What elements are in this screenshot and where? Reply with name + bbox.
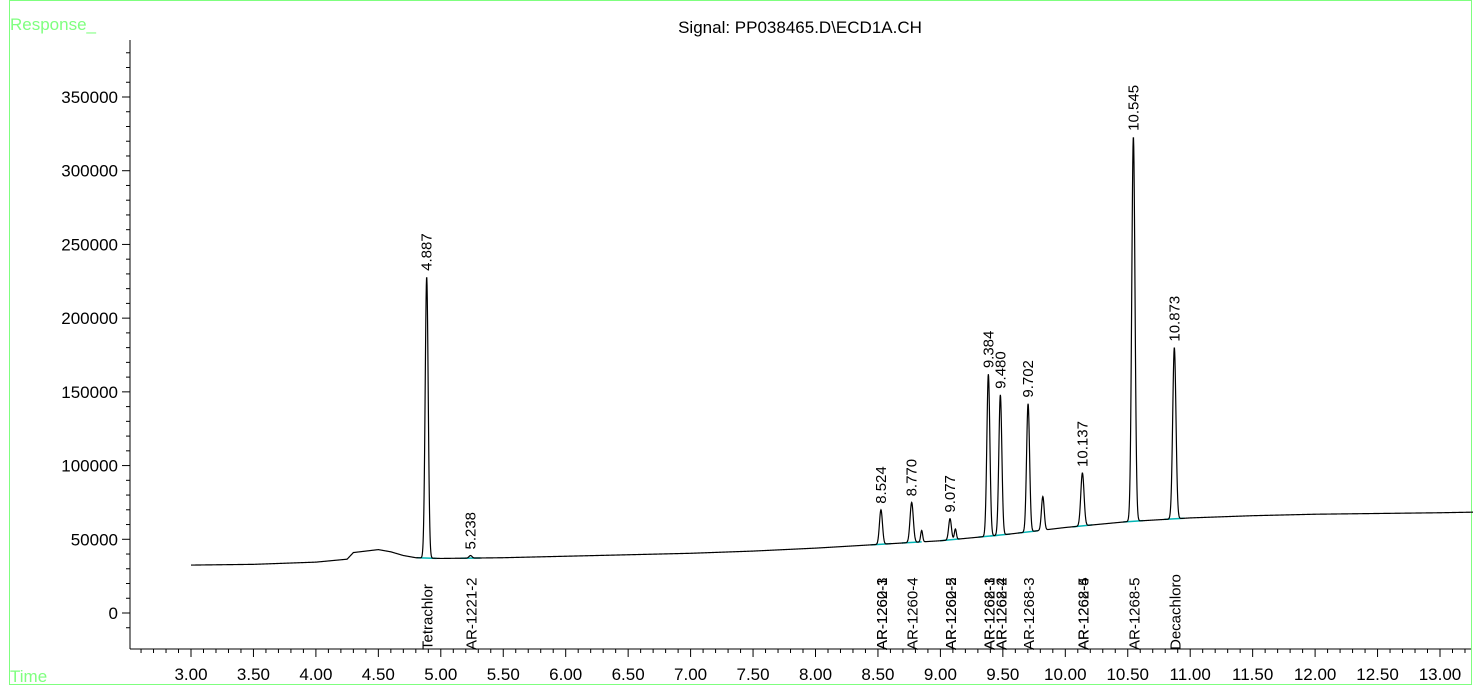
x-tick-label: 8.00: [799, 665, 832, 684]
peak-rt-label: 9.480: [992, 351, 1009, 389]
x-tick-label: 6.00: [549, 665, 582, 684]
compound-label: Decachloro: [1167, 574, 1184, 650]
y-tick-label: 250000: [61, 235, 118, 254]
x-tick-label: 13.00: [1419, 665, 1462, 684]
x-tick-label: 4.50: [362, 665, 395, 684]
x-tick-label: 7.50: [737, 665, 770, 684]
x-tick-label: 3.50: [237, 665, 270, 684]
peak-rt-label: 10.137: [1074, 421, 1091, 467]
x-tick-label: 9.00: [924, 665, 957, 684]
y-tick-label: 150000: [61, 383, 118, 402]
peak-rt-label: 10.873: [1166, 296, 1183, 342]
x-tick-label: 11.00: [1170, 665, 1211, 684]
compound-label: AR-1221-2: [464, 577, 481, 650]
x-tick-label: 12.00: [1294, 665, 1337, 684]
x-tick-label: 5.00: [424, 665, 457, 684]
peak-rt-label: 10.545: [1125, 85, 1142, 131]
y-tick-label: 100000: [61, 457, 118, 476]
x-tick-label: 3.00: [174, 665, 207, 684]
compound-label: Tetrachlor: [420, 584, 437, 650]
peak-rt-label: 8.524: [873, 466, 890, 504]
compound-label: AR-1268-5: [1075, 577, 1092, 650]
x-tick-label: 12.50: [1356, 665, 1399, 684]
peak-rt-label: 9.702: [1020, 360, 1037, 398]
y-tick-label: 0: [109, 604, 118, 623]
axes: 0 50000 100000 150000 200000 250000 300000 3500…: [61, 40, 1471, 684]
x-tick-label: 8.50: [861, 665, 894, 684]
compound-label: AR-1260-4: [905, 577, 922, 650]
signal-trace: [191, 138, 1473, 565]
x-tick-label: 4.00: [299, 665, 332, 684]
x-tick-label: 9.50: [986, 665, 1019, 684]
x-tick-label: 5.50: [487, 665, 520, 684]
y-tick-label: 300000: [61, 162, 118, 181]
peak-rt-label: 9.077: [942, 475, 959, 513]
compound-label: AR-1262-5: [943, 577, 960, 650]
baseline-layer: [417, 518, 1185, 558]
x-tick-label: 10.00: [1044, 665, 1087, 684]
compound-label: AR-1262-3: [874, 577, 891, 650]
peak-rt-label: 8.770: [904, 459, 921, 497]
x-tick-label: 7.00: [674, 665, 707, 684]
compound-label: AR-1268-5: [1126, 577, 1143, 650]
y-tick-label: 350000: [61, 88, 118, 107]
trace-layer: [191, 138, 1473, 565]
y-tick-label: 50000: [71, 530, 118, 549]
x-tick-label: 11.50: [1232, 665, 1273, 684]
compound-label: AR-1268-4: [993, 577, 1010, 650]
peak-rt-label: 5.238: [463, 512, 480, 550]
compound-label: AR-1268-3: [1021, 577, 1038, 650]
x-tick-label: 10.50: [1106, 665, 1149, 684]
x-tick-label: 6.50: [612, 665, 645, 684]
y-tick-label: 200000: [61, 309, 118, 328]
peak-rt-label: 4.887: [419, 233, 436, 271]
